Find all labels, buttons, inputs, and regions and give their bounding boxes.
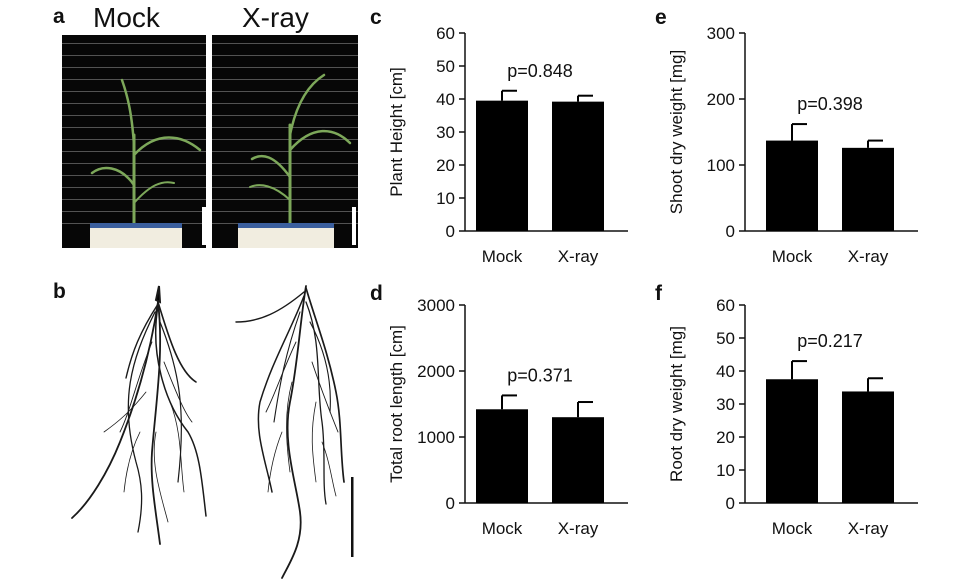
y-tick-label: 10 <box>716 461 735 480</box>
p-value-annotation: p=0.217 <box>797 331 863 351</box>
panel-letter-e: e <box>655 6 667 29</box>
y-tick-label: 0 <box>726 222 735 241</box>
y-axis-label: Plant Height [cm] <box>387 67 406 196</box>
panel-letter-d: d <box>370 282 383 305</box>
y-tick-label: 200 <box>707 90 735 109</box>
y-tick-label: 100 <box>707 156 735 175</box>
xray-photo-label: X-ray <box>242 2 309 33</box>
root-scan-image <box>71 285 354 579</box>
y-tick-label: 1000 <box>417 428 455 447</box>
x-category-label: Mock <box>482 519 523 538</box>
y-tick-label: 20 <box>436 156 455 175</box>
panel-letter-a: a <box>53 5 65 28</box>
panel-letter-f: f <box>655 282 663 305</box>
p-value-annotation: p=0.398 <box>797 94 863 114</box>
y-tick-label: 30 <box>436 123 455 142</box>
y-axis-label: Total root length [cm] <box>387 325 406 483</box>
y-tick-label: 50 <box>716 329 735 348</box>
x-category-label: Mock <box>772 519 813 538</box>
y-tick-label: 0 <box>726 494 735 513</box>
y-tick-label: 2000 <box>417 362 455 381</box>
mock-plant-photo <box>62 35 206 248</box>
x-category-label: Mock <box>772 247 813 266</box>
p-value-annotation: p=0.371 <box>507 365 573 385</box>
bar-mock <box>476 100 528 232</box>
y-tick-label: 40 <box>716 362 735 381</box>
y-tick-label: 60 <box>436 24 455 43</box>
bar-mock <box>766 140 818 231</box>
total-root-length-chart: d 0 1000 2000 3000 Total root length [cm] Mock… <box>370 282 628 538</box>
x-category-label: X-ray <box>848 247 889 266</box>
bar-x-ray <box>842 391 894 503</box>
bar-x-ray <box>842 147 894 231</box>
mock-seedling-drawing <box>90 78 202 229</box>
mock-photo-label: Mock <box>93 2 160 33</box>
panel-letter-b: b <box>53 280 66 303</box>
y-tick-label: 10 <box>436 189 455 208</box>
y-tick-label: 60 <box>716 296 735 315</box>
bar-mock <box>476 409 528 503</box>
xray-seedling-drawing <box>249 73 352 229</box>
panel-letter-c: c <box>370 6 382 29</box>
shoot-dry-weight-chart: e 0 100 200 300 Shoot dry weight [mg] Mock X-ra… <box>655 6 918 266</box>
y-axis-label: Root dry weight [mg] <box>667 326 686 482</box>
y-tick-label: 0 <box>446 494 455 513</box>
y-tick-label: 40 <box>436 90 455 109</box>
x-category-label: Mock <box>482 247 523 266</box>
root-dry-weight-chart: f 0 10 20 30 40 50 60 Root dry weight [mg] Mock X-… <box>655 282 918 538</box>
y-tick-label: 300 <box>707 24 735 43</box>
y-axis-label: Shoot dry weight [mg] <box>667 50 686 214</box>
y-tick-label: 3000 <box>417 296 455 315</box>
x-category-label: X-ray <box>848 519 889 538</box>
y-tick-label: 50 <box>436 57 455 76</box>
bar-mock <box>766 379 818 503</box>
y-tick-label: 0 <box>446 222 455 241</box>
bar-x-ray <box>552 101 604 231</box>
plant-height-chart: c 0 10 20 30 40 50 60 Plant Height [cm] Mock X-ray… <box>370 6 628 266</box>
x-category-label: X-ray <box>558 519 599 538</box>
y-tick-label: 30 <box>716 395 735 414</box>
y-tick-label: 20 <box>716 428 735 447</box>
xray-plant-photo <box>212 35 358 248</box>
bar-x-ray <box>552 417 604 503</box>
x-category-label: X-ray <box>558 247 599 266</box>
p-value-annotation: p=0.848 <box>507 61 573 81</box>
